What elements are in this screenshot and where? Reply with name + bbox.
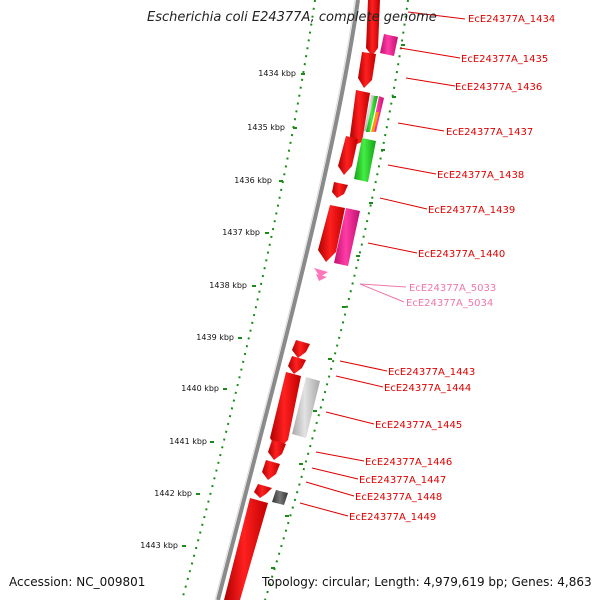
gene-label[interactable]: EcE24377A_1438 — [437, 170, 524, 181]
scale-labels: 1434 kbp 1435 kbp 1436 kbp 1437 kbp 1438… — [140, 69, 296, 550]
leader-line — [305, 481, 355, 497]
leader-line — [359, 283, 407, 288]
leader-line — [405, 77, 456, 87]
gene-arrow[interactable] — [314, 268, 328, 277]
leader-line — [407, 11, 466, 20]
scale-label: 1442 kbp — [154, 489, 192, 498]
leader-line — [387, 164, 437, 175]
scale-ticks — [182, 73, 305, 547]
leader-line — [359, 283, 405, 303]
leader-line — [311, 467, 359, 480]
gene-label[interactable]: EcE24377A_1446 — [365, 457, 452, 468]
genome-backbone-highlight — [214, 0, 356, 600]
label-leader-lines — [299, 11, 466, 517]
gene-arrow[interactable] — [366, 0, 380, 56]
gene-arrow[interactable] — [292, 377, 320, 438]
gene-features — [224, 0, 398, 600]
gene-label[interactable]: EcE24377A_1440 — [418, 249, 505, 260]
gene-arrow[interactable] — [366, 96, 378, 132]
leader-line — [399, 47, 461, 59]
gene-label[interactable]: EcE24377A_1437 — [446, 127, 533, 138]
gene-arrow[interactable] — [371, 112, 379, 132]
leader-line — [339, 360, 388, 372]
accession-label: Accession: NC_009801 — [9, 575, 146, 589]
leader-line — [379, 197, 428, 210]
gene-arrow[interactable] — [268, 440, 286, 460]
gene-arrow[interactable] — [270, 372, 301, 450]
gene-label[interactable]: EcE24377A_1435 — [461, 54, 548, 65]
gene-arrow[interactable] — [338, 136, 358, 175]
gene-label[interactable]: EcE24377A_1444 — [384, 383, 471, 394]
gene-label[interactable]: EcE24377A_1445 — [375, 420, 462, 431]
gene-arrow[interactable] — [318, 205, 345, 262]
gene-arrow[interactable] — [334, 208, 360, 266]
gene-label[interactable]: EcE24377A_1447 — [359, 475, 446, 486]
gene-arrow[interactable] — [316, 274, 327, 281]
gene-arrow[interactable] — [350, 90, 370, 146]
label-leader-lines-secondary — [359, 283, 407, 303]
leader-line — [397, 122, 445, 132]
gene-label[interactable]: EcE24377A_1436 — [455, 82, 542, 93]
gene-arrow[interactable] — [354, 138, 376, 182]
scale-label: 1439 kbp — [196, 333, 234, 342]
gene-label[interactable]: EcE24377A_5033 — [409, 283, 496, 294]
leader-line — [335, 375, 384, 388]
gene-arrow[interactable] — [288, 356, 306, 374]
inner-track-ticks — [271, 44, 405, 569]
gene-labels: EcE24377A_1434 EcE24377A_1435 EcE24377A_… — [349, 14, 555, 523]
scale-label: 1438 kbp — [209, 281, 247, 290]
gene-arrow[interactable] — [292, 340, 310, 358]
gene-arrow[interactable] — [358, 52, 376, 88]
gene-label[interactable]: EcE24377A_5034 — [406, 298, 493, 309]
gene-arrow[interactable] — [380, 34, 398, 56]
genome-summary: Topology: circular; Length: 4,979,619 bp… — [262, 575, 592, 589]
inner-dotted-track — [264, 0, 409, 600]
gene-label[interactable]: EcE24377A_1439 — [428, 205, 515, 216]
leader-line — [325, 411, 375, 425]
gene-arrow[interactable] — [332, 182, 348, 198]
gene-label[interactable]: EcE24377A_1443 — [388, 367, 475, 378]
map-title: Escherichia coli E24377A, complete genom… — [147, 10, 437, 25]
scale-label: 1435 kbp — [247, 123, 285, 132]
leader-line — [315, 451, 365, 462]
gene-label[interactable]: EcE24377A_1449 — [349, 512, 436, 523]
scale-label: 1437 kbp — [222, 228, 260, 237]
scale-label: 1434 kbp — [258, 69, 296, 78]
leader-line — [367, 242, 418, 254]
scale-label: 1440 kbp — [181, 384, 219, 393]
leader-line — [299, 502, 349, 517]
gene-label[interactable]: EcE24377A_1434 — [468, 14, 555, 25]
gene-arrow[interactable] — [272, 490, 288, 505]
gene-label[interactable]: EcE24377A_1448 — [355, 492, 442, 503]
gene-arrow[interactable] — [254, 484, 272, 498]
scale-label: 1436 kbp — [234, 176, 272, 185]
scale-label: 1443 kbp — [140, 541, 178, 550]
genome-backbone — [216, 0, 360, 600]
gene-arrow[interactable] — [224, 498, 268, 600]
scale-label: 1441 kbp — [169, 437, 207, 446]
gene-arrow[interactable] — [262, 460, 280, 480]
